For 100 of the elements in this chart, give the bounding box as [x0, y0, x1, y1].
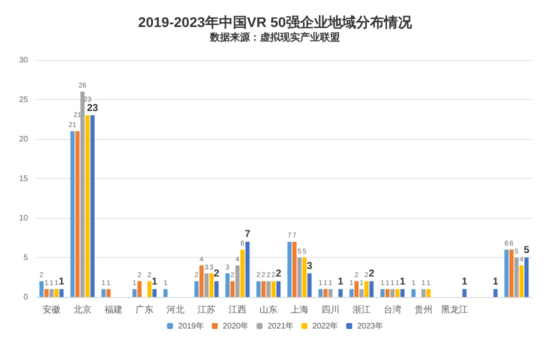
- data-label: 1: [152, 276, 158, 288]
- x-tick-label: 江西: [228, 304, 246, 314]
- x-tick-label: 四川: [322, 304, 340, 314]
- bar: [225, 273, 230, 297]
- bar: [163, 289, 168, 297]
- y-tick-label: 25: [19, 95, 29, 104]
- bar: [132, 289, 137, 297]
- bar: [214, 281, 219, 297]
- bar: [49, 289, 54, 297]
- y-tick-label: 10: [19, 214, 29, 222]
- bar: [493, 289, 498, 297]
- legend-label: 2022年: [312, 322, 338, 330]
- y-tick-label: 20: [19, 134, 29, 144]
- data-label: 3: [306, 260, 313, 272]
- bar: [209, 273, 214, 297]
- data-label: 2: [368, 268, 375, 280]
- data-label: 5: [524, 245, 530, 256]
- bar: [266, 281, 271, 297]
- bar: [328, 289, 333, 297]
- bar: [106, 289, 111, 297]
- x-tick-label: 安徽: [42, 304, 60, 314]
- bar: [276, 281, 281, 297]
- bar: [152, 289, 157, 297]
- data-label: 1: [400, 276, 406, 288]
- data-label: 1: [58, 276, 65, 288]
- y-tick-label: 15: [19, 174, 29, 183]
- bar: [318, 289, 323, 297]
- bar: [75, 131, 80, 297]
- y-tick-label: 30: [19, 56, 29, 64]
- bar: [199, 265, 204, 297]
- bar: [261, 281, 266, 297]
- bar: [204, 273, 209, 297]
- x-tick-label: 上海: [290, 304, 308, 314]
- bar: [90, 115, 95, 297]
- bar: [302, 258, 307, 297]
- bar: [524, 258, 529, 297]
- bar: [411, 289, 416, 297]
- x-tick-label: 河北: [166, 304, 184, 314]
- legend-label: 2020年: [222, 322, 249, 330]
- bar: [307, 273, 312, 297]
- bar: [101, 289, 106, 297]
- data-label: 7: [244, 229, 251, 240]
- bar: [44, 289, 49, 297]
- bar: [426, 289, 431, 297]
- bar: [380, 289, 385, 297]
- bar: [235, 265, 240, 297]
- bar: [395, 289, 400, 297]
- x-tick-label: 贵州: [414, 304, 432, 314]
- y-tick-label: 5: [24, 253, 29, 262]
- bar: [364, 281, 369, 297]
- x-tick-label: 浙江: [352, 304, 370, 314]
- bar: [369, 281, 374, 297]
- bar: [519, 265, 524, 297]
- data-label: 1: [462, 276, 468, 288]
- bar: [462, 289, 467, 297]
- bar: [147, 281, 152, 297]
- bar: [504, 250, 509, 297]
- legend-label: 2019年: [178, 322, 204, 330]
- x-tick-label: 台湾: [384, 304, 402, 314]
- bar: [271, 281, 276, 297]
- bar: [400, 289, 405, 297]
- bar: [390, 289, 395, 297]
- bar: [256, 281, 261, 297]
- chart-subtitle: 数据来源：虚拟现实产业联盟: [209, 32, 340, 44]
- bar: [70, 131, 75, 297]
- bar: [359, 289, 364, 297]
- data-label: 1: [492, 276, 499, 288]
- x-tick-label: 北京: [74, 304, 92, 314]
- bar: [421, 289, 426, 297]
- x-tick-label: 福建: [104, 304, 122, 314]
- bar: [514, 258, 519, 297]
- bar: [349, 289, 354, 297]
- bar: [292, 242, 297, 297]
- data-label: 2: [276, 268, 282, 280]
- bar: [194, 281, 199, 297]
- bar: [39, 281, 44, 297]
- bar: [509, 250, 514, 297]
- bar: [80, 92, 85, 297]
- bar: [59, 289, 64, 297]
- bar: [85, 115, 90, 297]
- bar: [323, 289, 328, 297]
- x-tick-label: 江苏: [198, 304, 216, 314]
- legend-label: 2023年: [357, 322, 383, 330]
- bar: [245, 242, 250, 297]
- data-label: 2: [214, 268, 220, 280]
- chart-title: 2019-2023年中国VR 50强企业地域分布情况: [138, 14, 413, 30]
- bar: [287, 242, 292, 297]
- x-tick-label: 广东: [136, 304, 154, 314]
- bar: [54, 289, 59, 297]
- bar: [297, 258, 302, 297]
- bar: [354, 281, 359, 297]
- bar: [230, 281, 235, 297]
- legend-label: 2021年: [268, 322, 294, 330]
- x-tick-label: 黑龙江: [441, 304, 468, 314]
- bar: [338, 289, 343, 297]
- y-tick-label: 0: [24, 292, 29, 302]
- bar: [240, 250, 245, 297]
- data-label: 1: [338, 276, 344, 288]
- bar: [137, 281, 142, 297]
- x-tick-label: 山东: [260, 304, 278, 314]
